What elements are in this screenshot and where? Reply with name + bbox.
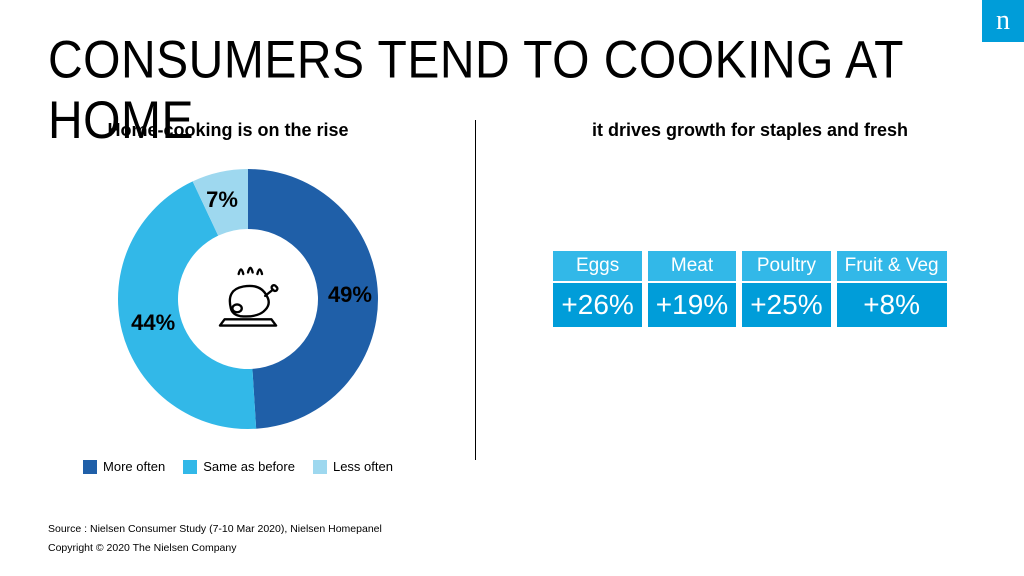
legend-swatch xyxy=(83,460,97,474)
footer: Source : Nielsen Consumer Study (7-10 Ma… xyxy=(48,520,382,558)
roast-chicken-icon xyxy=(209,260,287,338)
stat-label: Meat xyxy=(648,251,736,281)
legend-label: More often xyxy=(103,459,165,474)
legend-label: Same as before xyxy=(203,459,295,474)
stat-label: Poultry xyxy=(742,251,830,281)
stat-boxes: Eggs+26%Meat+19%Poultry+25%Fruit & Veg+8… xyxy=(500,251,1000,327)
stat-value: +25% xyxy=(742,283,830,327)
stat-box-0: Eggs+26% xyxy=(553,251,641,327)
legend-swatch xyxy=(183,460,197,474)
stat-value: +8% xyxy=(837,283,947,327)
left-subtitle: Home-cooking is on the rise xyxy=(48,120,408,141)
legend-item-more_often: More often xyxy=(83,459,165,474)
legend-item-less_often: Less often xyxy=(313,459,393,474)
left-panel: Home-cooking is on the rise 49% 44% 7% Mor… xyxy=(48,120,448,474)
right-panel: it drives growth for staples and fresh E… xyxy=(500,120,1000,327)
stat-label: Fruit & Veg xyxy=(837,251,947,281)
stat-box-2: Poultry+25% xyxy=(742,251,830,327)
vertical-divider xyxy=(475,120,476,460)
chart-legend: More often Same as before Less often xyxy=(48,459,428,474)
footer-copyright: Copyright © 2020 The Nielsen Company xyxy=(48,539,382,558)
stat-label: Eggs xyxy=(553,251,641,281)
footer-source: Source : Nielsen Consumer Study (7-10 Ma… xyxy=(48,520,382,539)
donut-chart: 49% 44% 7% xyxy=(108,159,388,439)
stat-value: +26% xyxy=(553,283,641,327)
donut-pct-less_often: 7% xyxy=(206,187,238,213)
donut-pct-same_as_before: 44% xyxy=(131,310,175,336)
legend-label: Less often xyxy=(333,459,393,474)
stat-box-1: Meat+19% xyxy=(648,251,736,327)
legend-swatch xyxy=(313,460,327,474)
legend-item-same_as_before: Same as before xyxy=(183,459,295,474)
stat-value: +19% xyxy=(648,283,736,327)
stat-box-3: Fruit & Veg+8% xyxy=(837,251,947,327)
donut-pct-more_often: 49% xyxy=(328,282,372,308)
right-subtitle: it drives growth for staples and fresh xyxy=(500,120,1000,141)
